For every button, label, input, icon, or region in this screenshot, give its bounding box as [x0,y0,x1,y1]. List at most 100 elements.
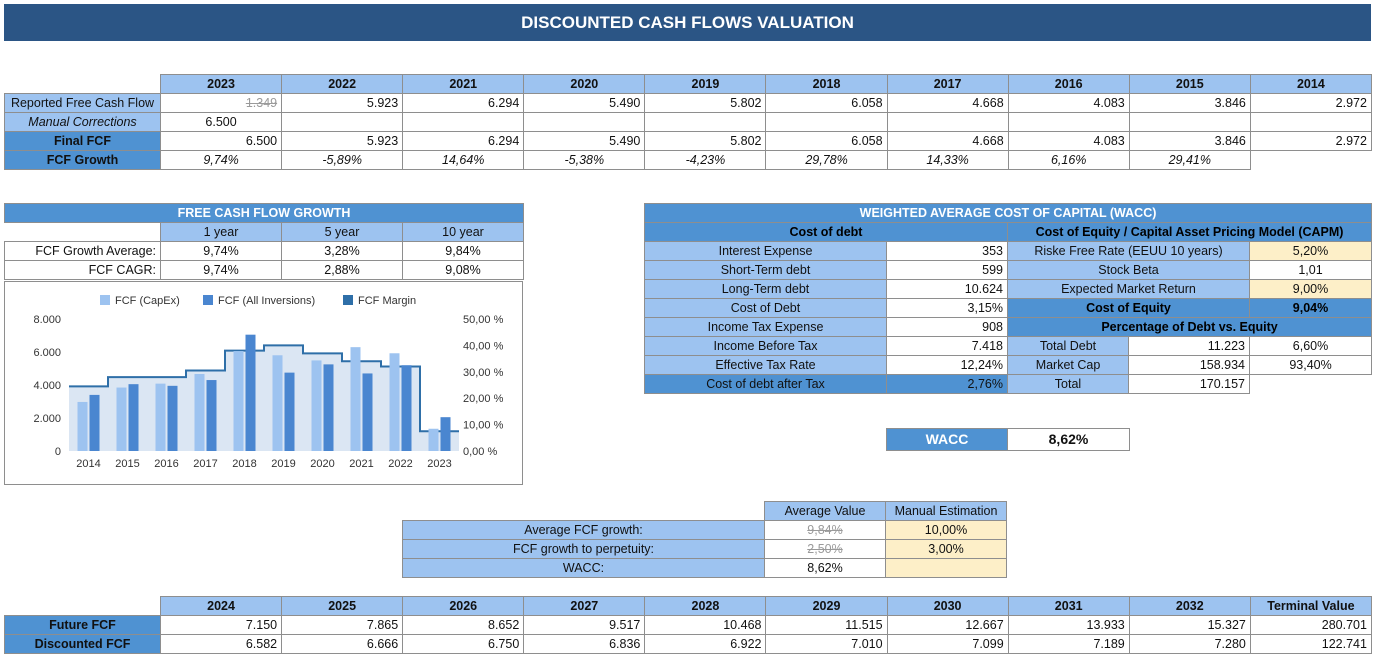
assumption-manual[interactable] [885,558,1007,578]
mix-pct: 93,40% [1248,355,1373,375]
value-cell: 1.349 [159,93,283,113]
table-row: Final FCF 6.500 5.923 6.294 5.490 5.802 6.058 4… [4,131,1372,151]
table-row: Reported Free Cash Flow 1.349 5.923 6.294 5.… [4,93,1372,113]
value-cell: 6.500 [159,131,283,151]
assumptions-table: Average Value Manual Estimation Average … [402,501,1007,578]
value-cell: 4.668 [886,93,1009,113]
year-header: 2022 [281,74,404,94]
projection-value: 6.922 [644,634,767,654]
value-cell [1128,112,1251,132]
debt-label: Cost of Debt [644,298,887,318]
value-cell: 5.923 [281,93,404,113]
x-axis-tick: 2021 [349,458,373,470]
col-average-value: Average Value [764,501,886,521]
projection-year-header: 2027 [523,596,646,616]
value-cell [765,112,888,132]
table-row: Income Tax Expense 908 Percentage of Debt … [644,317,1373,337]
projection-value: 10.468 [644,615,767,635]
bar-fcf-capex [350,347,361,451]
page-title: DISCOUNTED CASH FLOWS VALUATION [4,4,1371,41]
fcf-growth-table: FREE CASH FLOW GROWTH 1 year 5 year 10 yea… [3,203,525,280]
value-cell: 5.490 [523,93,646,113]
empty-cell [5,223,161,242]
projection-value: 6.582 [159,634,283,654]
debt-label: Effective Tax Rate [644,355,887,375]
assumption-label: FCF growth to perpetuity: [402,539,765,559]
row-label: Final FCF [4,131,161,151]
value-cell: 4.083 [1007,131,1130,151]
assumption-label: Average FCF growth: [402,520,765,540]
table-row: Cost of debt after Tax 2,76% Total 170.157 [644,374,1372,394]
table-row-years: 2023 2022 2021 2020 2019 2018 2017 2016 2015 2014 [4,74,1372,94]
projection-year-header: 2030 [886,596,1009,616]
value-cell: 5.802 [644,93,767,113]
mix-label: Market Cap [1007,355,1129,375]
mix-pct: 6,60% [1248,336,1373,356]
bar-fcf-all-inversions [128,384,139,451]
value-cell [886,112,1009,132]
mix-pct [1250,375,1372,394]
x-axis-tick: 2020 [310,458,334,470]
growth-value: 2,88% [281,260,403,280]
value-cell [402,112,525,132]
debt-value: 12,24% [886,355,1008,375]
value-cell: 29,78% [765,150,888,170]
x-axis-tick: 2014 [76,458,100,470]
value-cell: 14,33% [886,150,1009,170]
bar-fcf-all-inversions [440,417,451,451]
projection-value: 7.865 [281,615,404,635]
growth-value: 9,08% [401,260,525,280]
value-cell [1007,112,1130,132]
value-cell [644,112,767,132]
wacc-table: WEIGHTED AVERAGE COST OF CAPITAL (WACC) C… [643,203,1373,394]
right-axis-tick: 50,00 % [463,314,504,326]
bar-fcf-all-inversions [89,394,100,451]
growth-title: FREE CASH FLOW GROWTH [3,203,525,223]
table-row: Manual Corrections 6.500 [4,112,1372,132]
assumption-manual[interactable]: 10,00% [885,520,1007,540]
value-cell: 3.846 [1128,93,1251,113]
x-axis-tick: 2017 [193,458,217,470]
left-axis-tick: 4.000 [33,380,61,392]
historical-fcf-table: 2023 2022 2021 2020 2019 2018 2017 2016 2015 2014… [4,74,1372,170]
projection-year-header: 2028 [644,596,767,616]
bar-fcf-all-inversions [167,385,178,451]
x-axis-tick: 2019 [271,458,295,470]
mix-label: Total Debt [1007,336,1129,356]
assumption-manual[interactable]: 3,00% [885,539,1007,559]
projection-year-header: 2025 [281,596,404,616]
capm-header: Cost of Equity / Capital Asset Pricing M… [1006,222,1373,242]
table-row: Short-Term debt 599 Stock Beta 1,01 [644,260,1373,280]
growth-value: 3,28% [281,241,403,261]
capm-value: 9,00% [1248,279,1373,299]
projection-value: 8.652 [402,615,525,635]
assumption-average: 9,84% [764,520,886,540]
left-axis-tick: 8.000 [33,314,61,326]
period-header: 10 year [401,222,525,242]
bar-fcf-capex [311,360,322,451]
projection-year-header: 2032 [1128,596,1251,616]
fcf-margin-line [69,344,459,433]
mix-value: 170.157 [1128,374,1250,394]
wacc-result: WACC 8,62% [886,428,1130,451]
debt-value: 2,76% [886,374,1008,394]
row-label: Manual Corrections [4,112,161,132]
bar-fcf-capex [272,355,283,451]
assumption-label: WACC: [402,558,765,578]
x-axis-tick: 2016 [154,458,178,470]
value-cell: 14,64% [402,150,525,170]
projection-year-header: 2029 [765,596,888,616]
year-header: 2020 [523,74,646,94]
debt-value: 3,15% [886,298,1008,318]
projection-value: 7.189 [1007,634,1130,654]
capm-label: Riske Free Rate (EEUU 10 years) [1007,241,1250,261]
value-cell: 9,74% [159,150,283,170]
capm-label: Cost of Equity [1007,298,1250,318]
bar-fcf-capex [389,353,400,451]
legend-swatch [343,295,353,305]
value-cell [1249,112,1372,132]
legend-label: FCF Margin [358,295,416,307]
period-header: 5 year [281,222,403,242]
projection-value: 13.933 [1007,615,1130,635]
value-cell: 4.668 [886,131,1009,151]
